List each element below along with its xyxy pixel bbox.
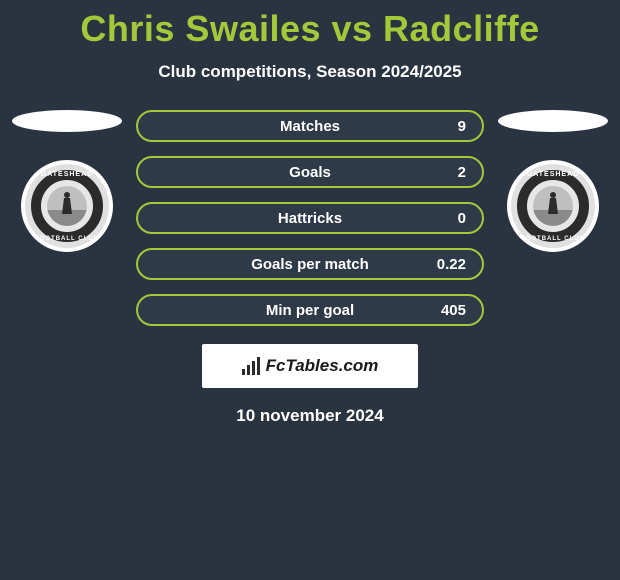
stat-label: Goals per match (138, 256, 482, 273)
crest-figure-icon (58, 192, 76, 220)
stat-row-hattricks: Hattricks 0 (136, 202, 484, 234)
stat-value: 2 (458, 164, 466, 181)
stat-label: Min per goal (138, 302, 482, 319)
left-badge-column: GATESHEAD FOOTBALL CLUB (12, 110, 122, 252)
footer: FcTables.com 10 november 2024 (0, 344, 620, 426)
stats-card: Chris Swailes vs Radcliffe Club competit… (0, 0, 620, 426)
left-club-crest: GATESHEAD FOOTBALL CLUB (21, 160, 113, 252)
stat-value: 9 (458, 118, 466, 135)
right-club-crest: GATESHEAD FOOTBALL CLUB (507, 160, 599, 252)
stat-rows: Matches 9 Goals 2 Hattricks 0 Goals per … (136, 110, 484, 326)
crest-inner: GATESHEAD FOOTBALL CLUB (511, 164, 595, 248)
page-subtitle: Club competitions, Season 2024/2025 (0, 62, 620, 82)
stat-label: Hattricks (138, 210, 482, 227)
stat-value: 0 (458, 210, 466, 227)
crest-text-bottom: FOOTBALL CLUB (511, 236, 595, 242)
left-ellipse-shape (12, 110, 122, 132)
stat-row-goals: Goals 2 (136, 156, 484, 188)
stat-row-matches: Matches 9 (136, 110, 484, 142)
crest-text-top: GATESHEAD (25, 171, 109, 178)
stat-row-min-per-goal: Min per goal 405 (136, 294, 484, 326)
stat-label: Goals (138, 164, 482, 181)
bar-chart-icon (242, 357, 260, 375)
fctables-link[interactable]: FcTables.com (202, 344, 418, 388)
stats-area: GATESHEAD FOOTBALL CLUB Matches 9 Goals … (0, 110, 620, 326)
page-title: Chris Swailes vs Radcliffe (0, 8, 620, 50)
right-ellipse-shape (498, 110, 608, 132)
crest-text-top: GATESHEAD (511, 171, 595, 178)
crest-figure-icon (544, 192, 562, 220)
crest-center (533, 186, 573, 226)
crest-inner: GATESHEAD FOOTBALL CLUB (25, 164, 109, 248)
right-badge-column: GATESHEAD FOOTBALL CLUB (498, 110, 608, 252)
date-text: 10 november 2024 (236, 406, 383, 426)
stat-value: 405 (441, 302, 466, 319)
stat-row-goals-per-match: Goals per match 0.22 (136, 248, 484, 280)
stat-value: 0.22 (437, 256, 466, 273)
stat-label: Matches (138, 118, 482, 135)
crest-text-bottom: FOOTBALL CLUB (25, 236, 109, 242)
crest-center (47, 186, 87, 226)
fctables-brand-text: FcTables.com (266, 356, 379, 376)
